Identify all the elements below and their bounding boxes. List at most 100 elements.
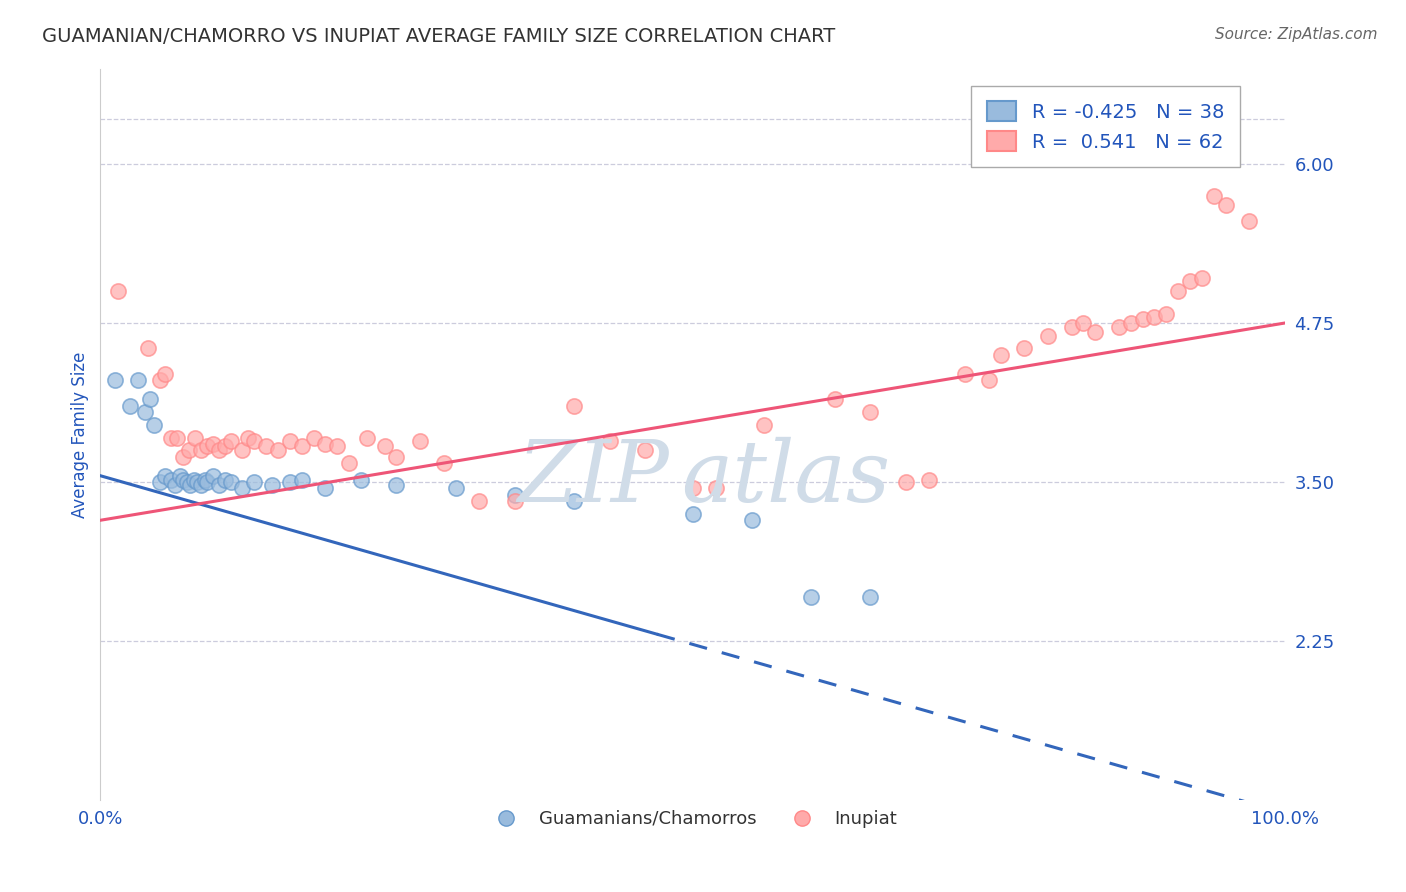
Point (1012, 342, 1035, 356)
Point (208, 477, 231, 491)
Point (1084, 325, 1107, 339)
Point (634, 443, 657, 458)
Point (243, 475, 266, 489)
Point (231, 482, 253, 496)
Point (118, 399, 141, 413)
Point (194, 473, 217, 487)
Point (254, 440, 277, 454)
Point (704, 482, 727, 496)
Point (148, 475, 170, 489)
Y-axis label: Average Family Size: Average Family Size (72, 351, 89, 517)
Point (1073, 316, 1095, 330)
Point (163, 477, 186, 491)
Point (291, 473, 314, 487)
Point (1178, 274, 1201, 288)
Point (169, 468, 191, 483)
Point (682, 507, 704, 521)
Point (824, 392, 846, 407)
Point (977, 373, 1000, 387)
Point (1036, 328, 1059, 343)
Point (859, 590, 882, 604)
Point (176, 475, 198, 489)
Point (195, 440, 218, 454)
Point (302, 431, 325, 445)
Point (179, 443, 201, 458)
Point (190, 477, 212, 491)
Point (859, 405, 882, 419)
Point (1060, 319, 1083, 334)
Point (374, 440, 396, 454)
Text: ZIP: ZIP (517, 437, 669, 520)
Point (291, 440, 314, 454)
Point (278, 475, 301, 489)
Point (142, 417, 165, 432)
Point (433, 456, 456, 470)
Point (267, 443, 290, 458)
Point (1143, 310, 1166, 324)
Point (468, 494, 491, 508)
Point (385, 477, 408, 491)
Point (190, 443, 212, 458)
Point (186, 475, 208, 489)
Point (350, 473, 373, 487)
Point (219, 434, 242, 449)
Point (262, 477, 284, 491)
Point (314, 482, 336, 496)
Point (385, 450, 408, 464)
Point (918, 473, 941, 487)
Point (155, 367, 177, 381)
Text: atlas: atlas (681, 437, 890, 520)
Point (990, 348, 1012, 362)
Point (201, 468, 224, 483)
Text: Source: ZipAtlas.com: Source: ZipAtlas.com (1215, 27, 1378, 42)
Point (160, 431, 183, 445)
Point (127, 373, 149, 387)
Point (1119, 316, 1142, 330)
Point (741, 513, 763, 527)
Point (214, 473, 236, 487)
Point (953, 367, 976, 381)
Point (201, 437, 224, 451)
Point (238, 431, 260, 445)
Point (682, 482, 704, 496)
Point (1215, 197, 1237, 211)
Point (599, 434, 621, 449)
Point (503, 494, 526, 508)
Point (326, 440, 349, 454)
Point (183, 473, 205, 487)
Point (562, 399, 585, 413)
Point (1132, 312, 1154, 326)
Point (243, 434, 266, 449)
Point (356, 431, 378, 445)
Point (172, 450, 194, 464)
Point (103, 373, 125, 387)
Point (1239, 214, 1261, 228)
Point (562, 494, 585, 508)
Point (444, 482, 467, 496)
Point (179, 477, 201, 491)
Point (214, 440, 236, 454)
Point (1191, 271, 1213, 285)
Point (409, 434, 432, 449)
Point (800, 590, 823, 604)
Point (172, 473, 194, 487)
Legend: Guamanians/Chamorros, Inupiat: Guamanians/Chamorros, Inupiat (481, 803, 904, 835)
Point (134, 405, 156, 419)
Point (155, 468, 177, 483)
Point (195, 475, 218, 489)
Point (314, 437, 336, 451)
Point (278, 434, 301, 449)
Point (337, 456, 360, 470)
Point (166, 431, 188, 445)
Point (894, 475, 917, 489)
Point (107, 284, 129, 298)
Point (1167, 284, 1189, 298)
Point (136, 342, 159, 356)
Point (139, 392, 162, 407)
Point (184, 431, 207, 445)
Point (208, 443, 231, 458)
Text: GUAMANIAN/CHAMORRO VS INUPIAT AVERAGE FAMILY SIZE CORRELATION CHART: GUAMANIAN/CHAMORRO VS INUPIAT AVERAGE FA… (42, 27, 835, 45)
Point (231, 443, 253, 458)
Point (503, 488, 526, 502)
Point (148, 373, 170, 387)
